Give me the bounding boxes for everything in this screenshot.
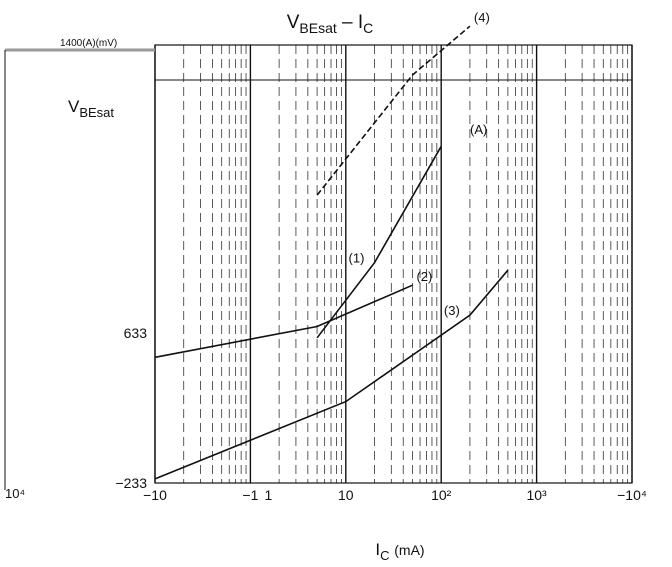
annotation-a: (A) <box>470 122 487 137</box>
series-line <box>316 145 442 339</box>
left-axis-label: 10⁴ <box>5 486 25 501</box>
y-tick-label: 633 <box>124 325 148 341</box>
y-axis-label: VBEsat <box>68 97 114 120</box>
x-tick-label: −1 <box>242 487 258 503</box>
corner-label: 1400(A)(mV) <box>60 38 117 49</box>
series-label: (3) <box>444 303 460 318</box>
y-tick-label: −233 <box>115 475 147 491</box>
series-layer: (1) (2) (3) (4) <box>154 10 509 480</box>
series-label: (1) <box>349 251 365 266</box>
series-line <box>154 269 509 480</box>
series-label: (4) <box>474 10 490 25</box>
axes <box>4 44 633 490</box>
x-tick-label: 10² <box>431 487 452 503</box>
plot-frame <box>154 44 633 484</box>
series-line <box>316 25 471 196</box>
grid-major <box>154 45 633 483</box>
x-tick-label: 10³ <box>526 487 547 503</box>
x-tick-labels: −10 1 −1 10 10² 10³ −10⁴ <box>143 487 647 503</box>
chart-title: VBEsat – IC <box>287 12 374 36</box>
x-axis-label: IC (mA) <box>375 540 424 563</box>
y-tick-labels: 633 −233 <box>115 325 147 491</box>
x-tick-label: 1 <box>265 487 273 503</box>
x-tick-label: −10 <box>143 487 167 503</box>
series-line <box>154 284 413 359</box>
x-tick-label: 10 <box>338 487 354 503</box>
x-tick-label: −10⁴ <box>617 487 647 503</box>
grid-minor <box>183 45 629 483</box>
series-label: (2) <box>416 269 432 284</box>
